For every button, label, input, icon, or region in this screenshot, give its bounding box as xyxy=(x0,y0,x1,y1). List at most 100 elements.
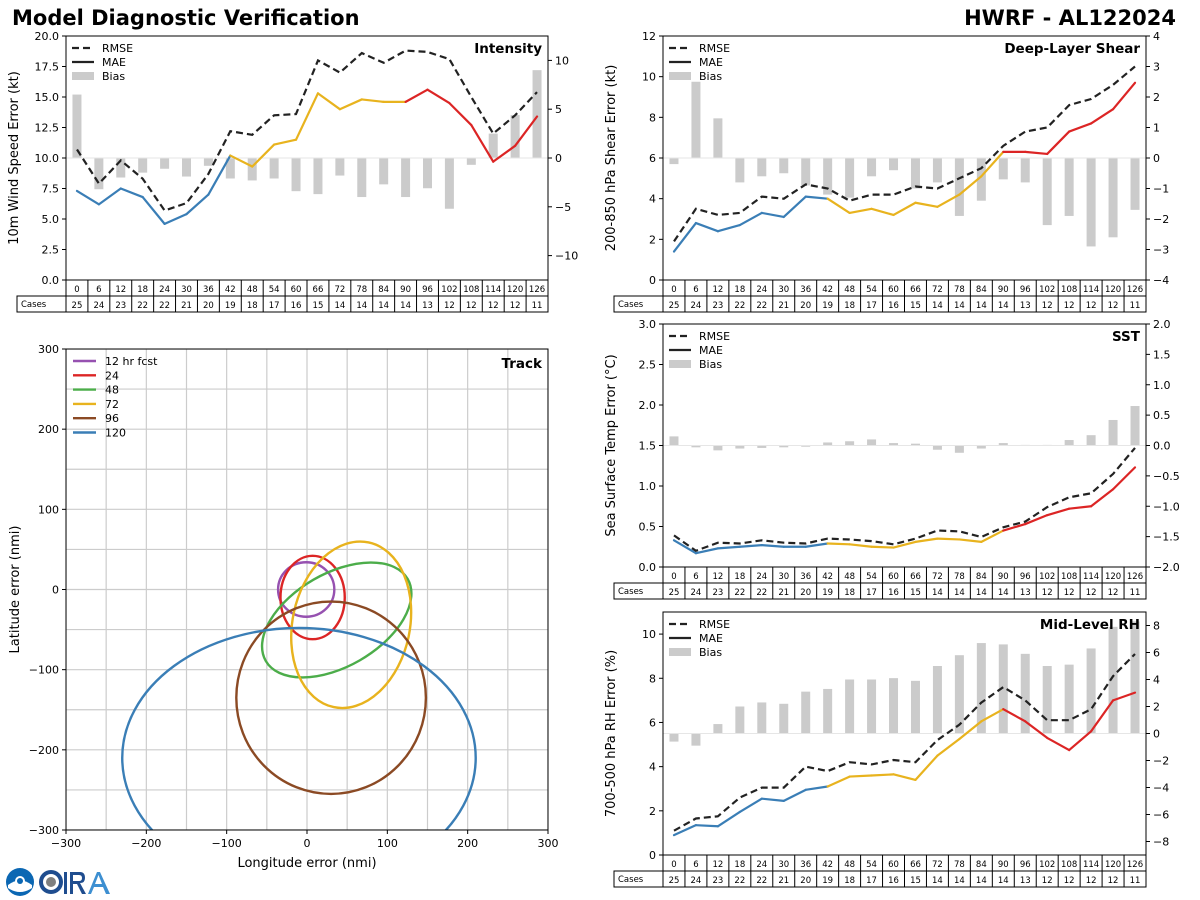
shear-mae-line xyxy=(760,211,785,219)
intensity-bias-bar xyxy=(269,158,279,179)
intensity-bias-bar xyxy=(401,158,411,198)
shear-hour-label: 126 xyxy=(1127,285,1143,295)
intensity-bias-bar xyxy=(488,133,498,158)
rh-mae-line xyxy=(936,737,961,757)
shear-ytick-label: 6 xyxy=(649,152,656,165)
sst-case-count: 24 xyxy=(691,588,702,598)
rh-hour-label: 66 xyxy=(910,860,921,870)
rh-case-count: 14 xyxy=(932,876,943,886)
rh-mae-line xyxy=(738,797,763,814)
sst-bias-bar xyxy=(713,445,723,451)
sst-mae-line xyxy=(760,544,785,548)
intensity-hour-label: 84 xyxy=(378,285,389,295)
rh-case-count: 23 xyxy=(712,876,723,886)
intensity-mae-line xyxy=(294,92,320,141)
shear-hour-label: 66 xyxy=(910,285,921,295)
sst-legend-bias: Bias xyxy=(699,358,722,371)
sst-y2tick-label: 2.0 xyxy=(1153,318,1171,331)
track-legend-label: 12 hr fcst xyxy=(105,355,158,368)
sst-hour-label: 48 xyxy=(844,572,855,582)
sst-case-count: 12 xyxy=(1064,588,1075,598)
shear-bias-bar xyxy=(867,158,877,177)
intensity-y2tick-label: 10 xyxy=(555,54,569,67)
shear-case-count: 17 xyxy=(866,301,877,311)
intensity-y2tick-label: 0 xyxy=(555,152,562,165)
sst-mae-line xyxy=(716,545,741,550)
intensity-case-count: 25 xyxy=(72,301,83,311)
shear-mae-line xyxy=(826,197,851,214)
intensity-hour-label: 120 xyxy=(507,285,523,295)
track-xtick-label: 100 xyxy=(377,837,398,850)
shear-case-count: 22 xyxy=(756,301,767,311)
sst-y2tick-label: 0.5 xyxy=(1153,409,1171,422)
shear-hour-label: 36 xyxy=(800,285,811,295)
intensity-ytick-label: 12.5 xyxy=(35,122,60,135)
rh-bias-bar xyxy=(932,666,942,734)
shear-y2tick-label: 1 xyxy=(1153,122,1160,135)
intensity-case-count: 11 xyxy=(532,301,543,311)
sst-bias-bar xyxy=(735,445,745,449)
rh-ylabel: 700-500 hPa RH Error (%) xyxy=(604,650,619,817)
shear-legend-bias-swatch xyxy=(669,72,691,80)
shear-mae-line xyxy=(738,211,763,227)
rh-y2tick-label: −2 xyxy=(1153,755,1169,768)
shear-case-count: 22 xyxy=(734,301,745,311)
shear-case-count: 16 xyxy=(888,301,899,311)
shear-case-count: 12 xyxy=(1064,301,1075,311)
rh-hour-label: 48 xyxy=(844,860,855,870)
rh-bias-bar xyxy=(823,688,833,734)
shear-case-count: 20 xyxy=(800,301,811,311)
shear-hour-label: 90 xyxy=(998,285,1009,295)
rh-title: Mid-Level RH xyxy=(1040,617,1140,633)
sst-hour-label: 30 xyxy=(778,572,789,582)
sst-legend-rmse: RMSE xyxy=(699,330,730,343)
intensity-hour-label: 78 xyxy=(356,285,367,295)
sst-mae-line xyxy=(1024,514,1049,526)
sst-case-count: 20 xyxy=(800,588,811,598)
rh-hour-label: 12 xyxy=(712,860,723,870)
intensity-mae-line xyxy=(97,187,122,206)
shear-mae-line xyxy=(848,207,873,214)
sst-legend-mae: MAE xyxy=(699,344,723,357)
shear-legend-rmse: RMSE xyxy=(699,42,730,55)
sst-case-count: 14 xyxy=(954,588,965,598)
shear-case-count: 23 xyxy=(712,301,723,311)
rh-mae-line xyxy=(782,788,807,802)
intensity-case-count: 15 xyxy=(313,301,324,311)
intensity-hour-label: 90 xyxy=(400,285,411,295)
intensity-ytick-label: 10.0 xyxy=(35,152,60,165)
rh-mae-line xyxy=(914,754,939,781)
sst-y2tick-label: −1.0 xyxy=(1153,500,1180,513)
intensity-mae-line xyxy=(207,154,232,196)
rh-bias-bar xyxy=(1086,648,1096,734)
intensity-hour-label: 108 xyxy=(463,285,479,295)
rh-mae-line xyxy=(892,773,917,781)
intensity-mae-line xyxy=(404,88,429,103)
rh-mae-line xyxy=(980,708,1005,723)
sst-bias-bar xyxy=(1130,406,1140,446)
rh-case-count: 14 xyxy=(954,876,965,886)
intensity-hour-label: 114 xyxy=(485,285,501,295)
rh-hour-label: 108 xyxy=(1061,860,1077,870)
track-legend-label: 24 xyxy=(105,369,119,382)
shear-case-count: 14 xyxy=(976,301,987,311)
sst-bias-bar xyxy=(867,439,877,446)
rh-bias-bar xyxy=(669,733,679,742)
sst-hour-label: 90 xyxy=(998,572,1009,582)
sst-hour-label: 108 xyxy=(1061,572,1077,582)
rh-bias-bar xyxy=(998,644,1008,734)
rh-case-count: 21 xyxy=(778,876,789,886)
sst-mae-line xyxy=(936,537,961,541)
sst-rmse-line xyxy=(673,447,1136,553)
sst-ytick-label: 2.5 xyxy=(639,359,657,372)
rh-y2tick-label: 8 xyxy=(1153,620,1160,633)
shear-bias-bar xyxy=(910,158,920,189)
shear-mae-line xyxy=(980,150,1005,178)
sst-hour-label: 66 xyxy=(910,572,921,582)
rh-hour-label: 96 xyxy=(1020,860,1031,870)
intensity-bias-bar xyxy=(357,158,367,198)
shear-hour-label: 96 xyxy=(1020,285,1031,295)
sst-bias-bar xyxy=(779,445,789,448)
sst-hour-label: 78 xyxy=(954,572,965,582)
sst-hour-label: 114 xyxy=(1083,572,1099,582)
